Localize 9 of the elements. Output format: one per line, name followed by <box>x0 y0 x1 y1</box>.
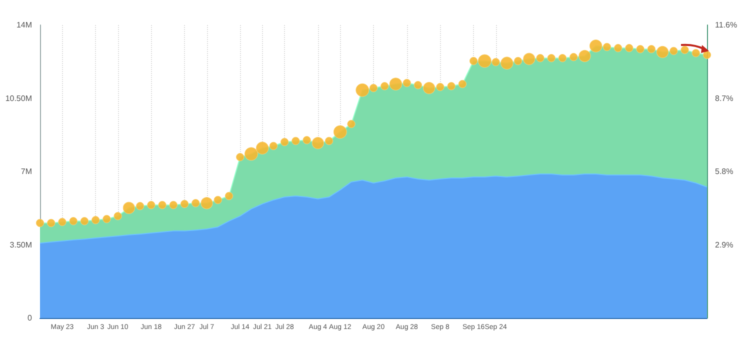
y2-tick-label: 11.6% <box>715 20 738 30</box>
y-tick-label: 3.50M <box>10 240 32 250</box>
y2-tick-label: 8.7% <box>715 94 734 103</box>
y-tick-label: 7M <box>20 167 32 176</box>
y-tick-label: 10.50M <box>5 94 32 103</box>
y2-tick-label: 2.9% <box>715 240 734 250</box>
y-tick-label: 14M <box>16 20 32 30</box>
y-tick-label: 0 <box>28 314 33 322</box>
y2-tick-label: 5.8% <box>715 167 734 176</box>
